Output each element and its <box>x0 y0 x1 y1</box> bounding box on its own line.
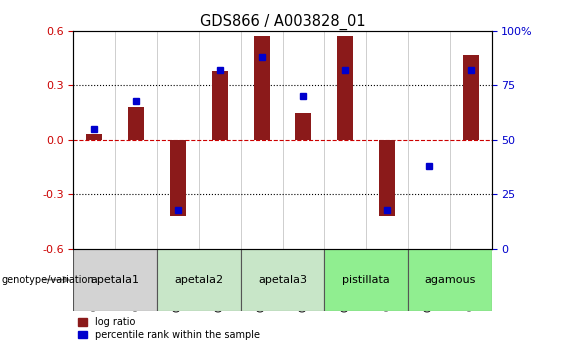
Bar <box>212 71 228 140</box>
Legend: log ratio, percentile rank within the sample: log ratio, percentile rank within the sa… <box>79 317 260 340</box>
Bar <box>254 37 270 140</box>
Text: agamous: agamous <box>424 275 475 285</box>
Bar <box>128 107 144 140</box>
Bar <box>337 37 353 140</box>
Bar <box>157 249 241 310</box>
Title: GDS866 / A003828_01: GDS866 / A003828_01 <box>199 13 366 30</box>
Bar <box>295 113 311 140</box>
Bar <box>379 140 395 216</box>
Text: pistillata: pistillata <box>342 275 390 285</box>
Text: apetala2: apetala2 <box>175 275 223 285</box>
Bar <box>408 249 492 310</box>
Text: apetala1: apetala1 <box>91 275 140 285</box>
Bar <box>86 135 102 140</box>
Text: genotype/variation: genotype/variation <box>2 275 94 285</box>
Bar <box>463 55 479 140</box>
Bar <box>170 140 186 216</box>
Bar <box>324 249 408 310</box>
Bar <box>73 249 157 310</box>
Text: apetala3: apetala3 <box>258 275 307 285</box>
Bar <box>241 249 324 310</box>
